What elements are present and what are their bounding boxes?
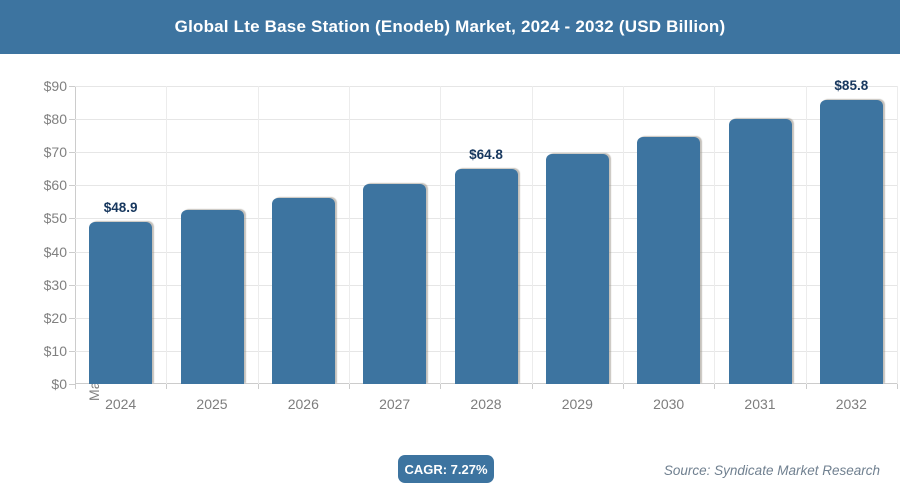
y-tick-label: $80 [43,111,67,128]
x-tick-label: 2028 [470,396,502,412]
x-axis-tick [166,384,168,389]
bar-value-label: $48.9 [103,200,138,216]
y-tick-label: $70 [43,144,67,161]
gridline-horizontal [75,119,897,121]
bar-2025 [180,210,244,384]
y-tick-label: $0 [51,376,67,392]
gridline-vertical [805,86,807,384]
gridline-horizontal [75,152,897,154]
y-tick-label: $10 [43,342,67,359]
y-tick-label: $50 [43,210,67,227]
y-axis-tick [69,384,75,385]
y-axis-tick [69,152,75,154]
source-note: Source: Syndicate Market Research [663,463,880,478]
y-tick-label: $40 [43,243,67,260]
y-axis-tick [69,86,75,87]
gridline-vertical [440,86,442,384]
header-band: Global Lte Base Station (Enodeb) Market,… [0,0,900,54]
x-tick-label: 2026 [287,396,319,412]
gridline-vertical [897,86,898,384]
x-axis-tick [714,384,716,389]
x-axis-tick [349,384,350,389]
gridline-horizontal [75,86,897,87]
x-axis-tick [531,384,533,389]
y-axis-tick [69,119,75,121]
x-tick-label: 2030 [653,396,685,412]
x-axis-tick [897,384,898,389]
gridline-vertical [166,86,168,384]
y-tick-label: $30 [43,276,67,293]
bar-2027 [363,184,427,384]
gridline-vertical [623,86,624,384]
y-axis-tick [69,185,75,187]
plot-area: Market Size (USD Billion) $0$10$20$30$40… [44,78,898,412]
x-axis-tick [440,384,442,389]
x-tick-label: 2031 [744,396,776,412]
bar-2030 [637,137,701,384]
x-tick-label: 2027 [379,396,411,412]
bar-2026 [271,197,335,384]
y-tick-label: $90 [43,78,67,94]
bar-value-label: $64.8 [469,147,503,163]
y-axis-tick [69,284,75,286]
bar-2029 [545,154,609,384]
bar-2032 [819,99,883,384]
x-tick-label: 2025 [196,396,228,412]
y-axis-tick [69,251,75,253]
y-tick-label: $60 [43,177,67,194]
bar-value-label: $85.8 [834,77,869,93]
gridline-vertical [257,86,259,384]
gridline-vertical [714,86,716,384]
cagr-badge: CAGR: 7.27% [398,455,494,483]
x-axis-tick [257,384,259,389]
x-tick-label: 2029 [561,396,593,412]
y-axis-tick [69,350,75,352]
y-axis-tick [69,317,75,319]
bar-2024 [89,222,153,384]
gridline-vertical [349,86,350,384]
chart-title: Global Lte Base Station (Enodeb) Market,… [174,17,726,36]
x-axis-tick [623,384,624,389]
bar-2031 [728,119,792,384]
bar-2028 [454,169,518,384]
x-tick-label: 2032 [835,396,867,412]
gridline-vertical [531,86,533,384]
x-axis-tick [805,384,807,389]
x-axis-tick [75,384,76,389]
y-tick-label: $20 [43,309,67,326]
y-axis-line [75,86,76,384]
x-tick-label: 2024 [105,396,137,412]
y-axis-tick [69,218,75,220]
